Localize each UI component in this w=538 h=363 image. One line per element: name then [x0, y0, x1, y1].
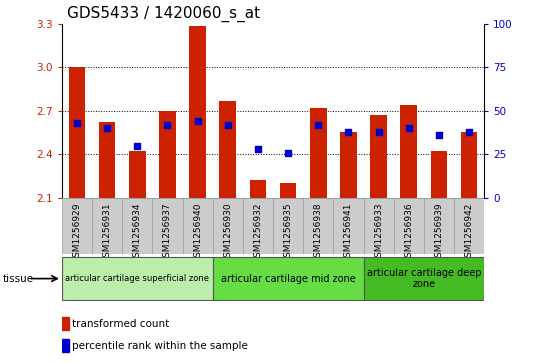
Bar	[334, 198, 364, 254]
Text: GSM1256940: GSM1256940	[193, 202, 202, 263]
Bar	[454, 198, 484, 254]
Point	[284, 150, 293, 155]
Bar	[159, 111, 176, 198]
Bar	[152, 198, 182, 254]
Text: GSM1256934: GSM1256934	[133, 202, 142, 263]
Point	[223, 122, 232, 127]
Point	[133, 143, 141, 148]
Bar	[92, 198, 122, 254]
Text: GSM1256931: GSM1256931	[103, 202, 111, 263]
Bar	[62, 198, 92, 254]
Text: percentile rank within the sample: percentile rank within the sample	[72, 341, 248, 351]
Point	[405, 125, 413, 131]
Bar	[182, 198, 213, 254]
Point	[103, 125, 111, 131]
Bar	[129, 151, 146, 198]
Text: GDS5433 / 1420060_s_at: GDS5433 / 1420060_s_at	[67, 5, 260, 22]
Bar	[340, 132, 357, 198]
Text: GSM1256935: GSM1256935	[284, 202, 293, 263]
Bar	[430, 151, 447, 198]
Point	[253, 146, 262, 152]
Text: GSM1256932: GSM1256932	[253, 202, 263, 263]
Text: GSM1256942: GSM1256942	[465, 202, 473, 263]
Bar	[62, 317, 69, 330]
Text: GSM1256938: GSM1256938	[314, 202, 323, 263]
Text: GSM1256941: GSM1256941	[344, 202, 353, 263]
Bar	[364, 198, 394, 254]
Point	[435, 132, 443, 138]
Text: GSM1256937: GSM1256937	[163, 202, 172, 263]
Text: transformed count: transformed count	[72, 319, 169, 329]
Bar	[250, 180, 266, 198]
Bar	[62, 257, 213, 301]
Point	[193, 118, 202, 124]
Bar	[220, 101, 236, 198]
Point	[73, 120, 81, 126]
Text: GSM1256933: GSM1256933	[374, 202, 383, 263]
Bar	[99, 122, 116, 198]
Text: tissue: tissue	[3, 274, 34, 284]
Bar	[364, 257, 484, 301]
Bar	[122, 198, 152, 254]
Bar	[189, 26, 206, 198]
Bar	[273, 198, 303, 254]
Text: GSM1256936: GSM1256936	[404, 202, 413, 263]
Bar	[213, 198, 243, 254]
Bar	[461, 132, 477, 198]
Bar	[394, 198, 424, 254]
Point	[314, 122, 323, 127]
Bar	[69, 67, 85, 198]
Text: GSM1256939: GSM1256939	[435, 202, 443, 263]
Bar	[400, 105, 417, 198]
Text: articular cartilage deep
zone: articular cartilage deep zone	[366, 268, 481, 289]
Text: articular cartilage superficial zone: articular cartilage superficial zone	[65, 274, 209, 283]
Text: articular cartilage mid zone: articular cartilage mid zone	[221, 274, 356, 284]
Bar	[62, 339, 69, 352]
Bar	[213, 257, 364, 301]
Text: GSM1256929: GSM1256929	[73, 202, 81, 263]
Bar	[243, 198, 273, 254]
Point	[465, 129, 473, 135]
Point	[344, 129, 353, 135]
Text: GSM1256930: GSM1256930	[223, 202, 232, 263]
Bar	[424, 198, 454, 254]
Bar	[280, 183, 296, 198]
Point	[163, 122, 172, 127]
Bar	[370, 115, 387, 198]
Bar	[310, 108, 327, 198]
Bar	[303, 198, 334, 254]
Point	[374, 129, 383, 135]
